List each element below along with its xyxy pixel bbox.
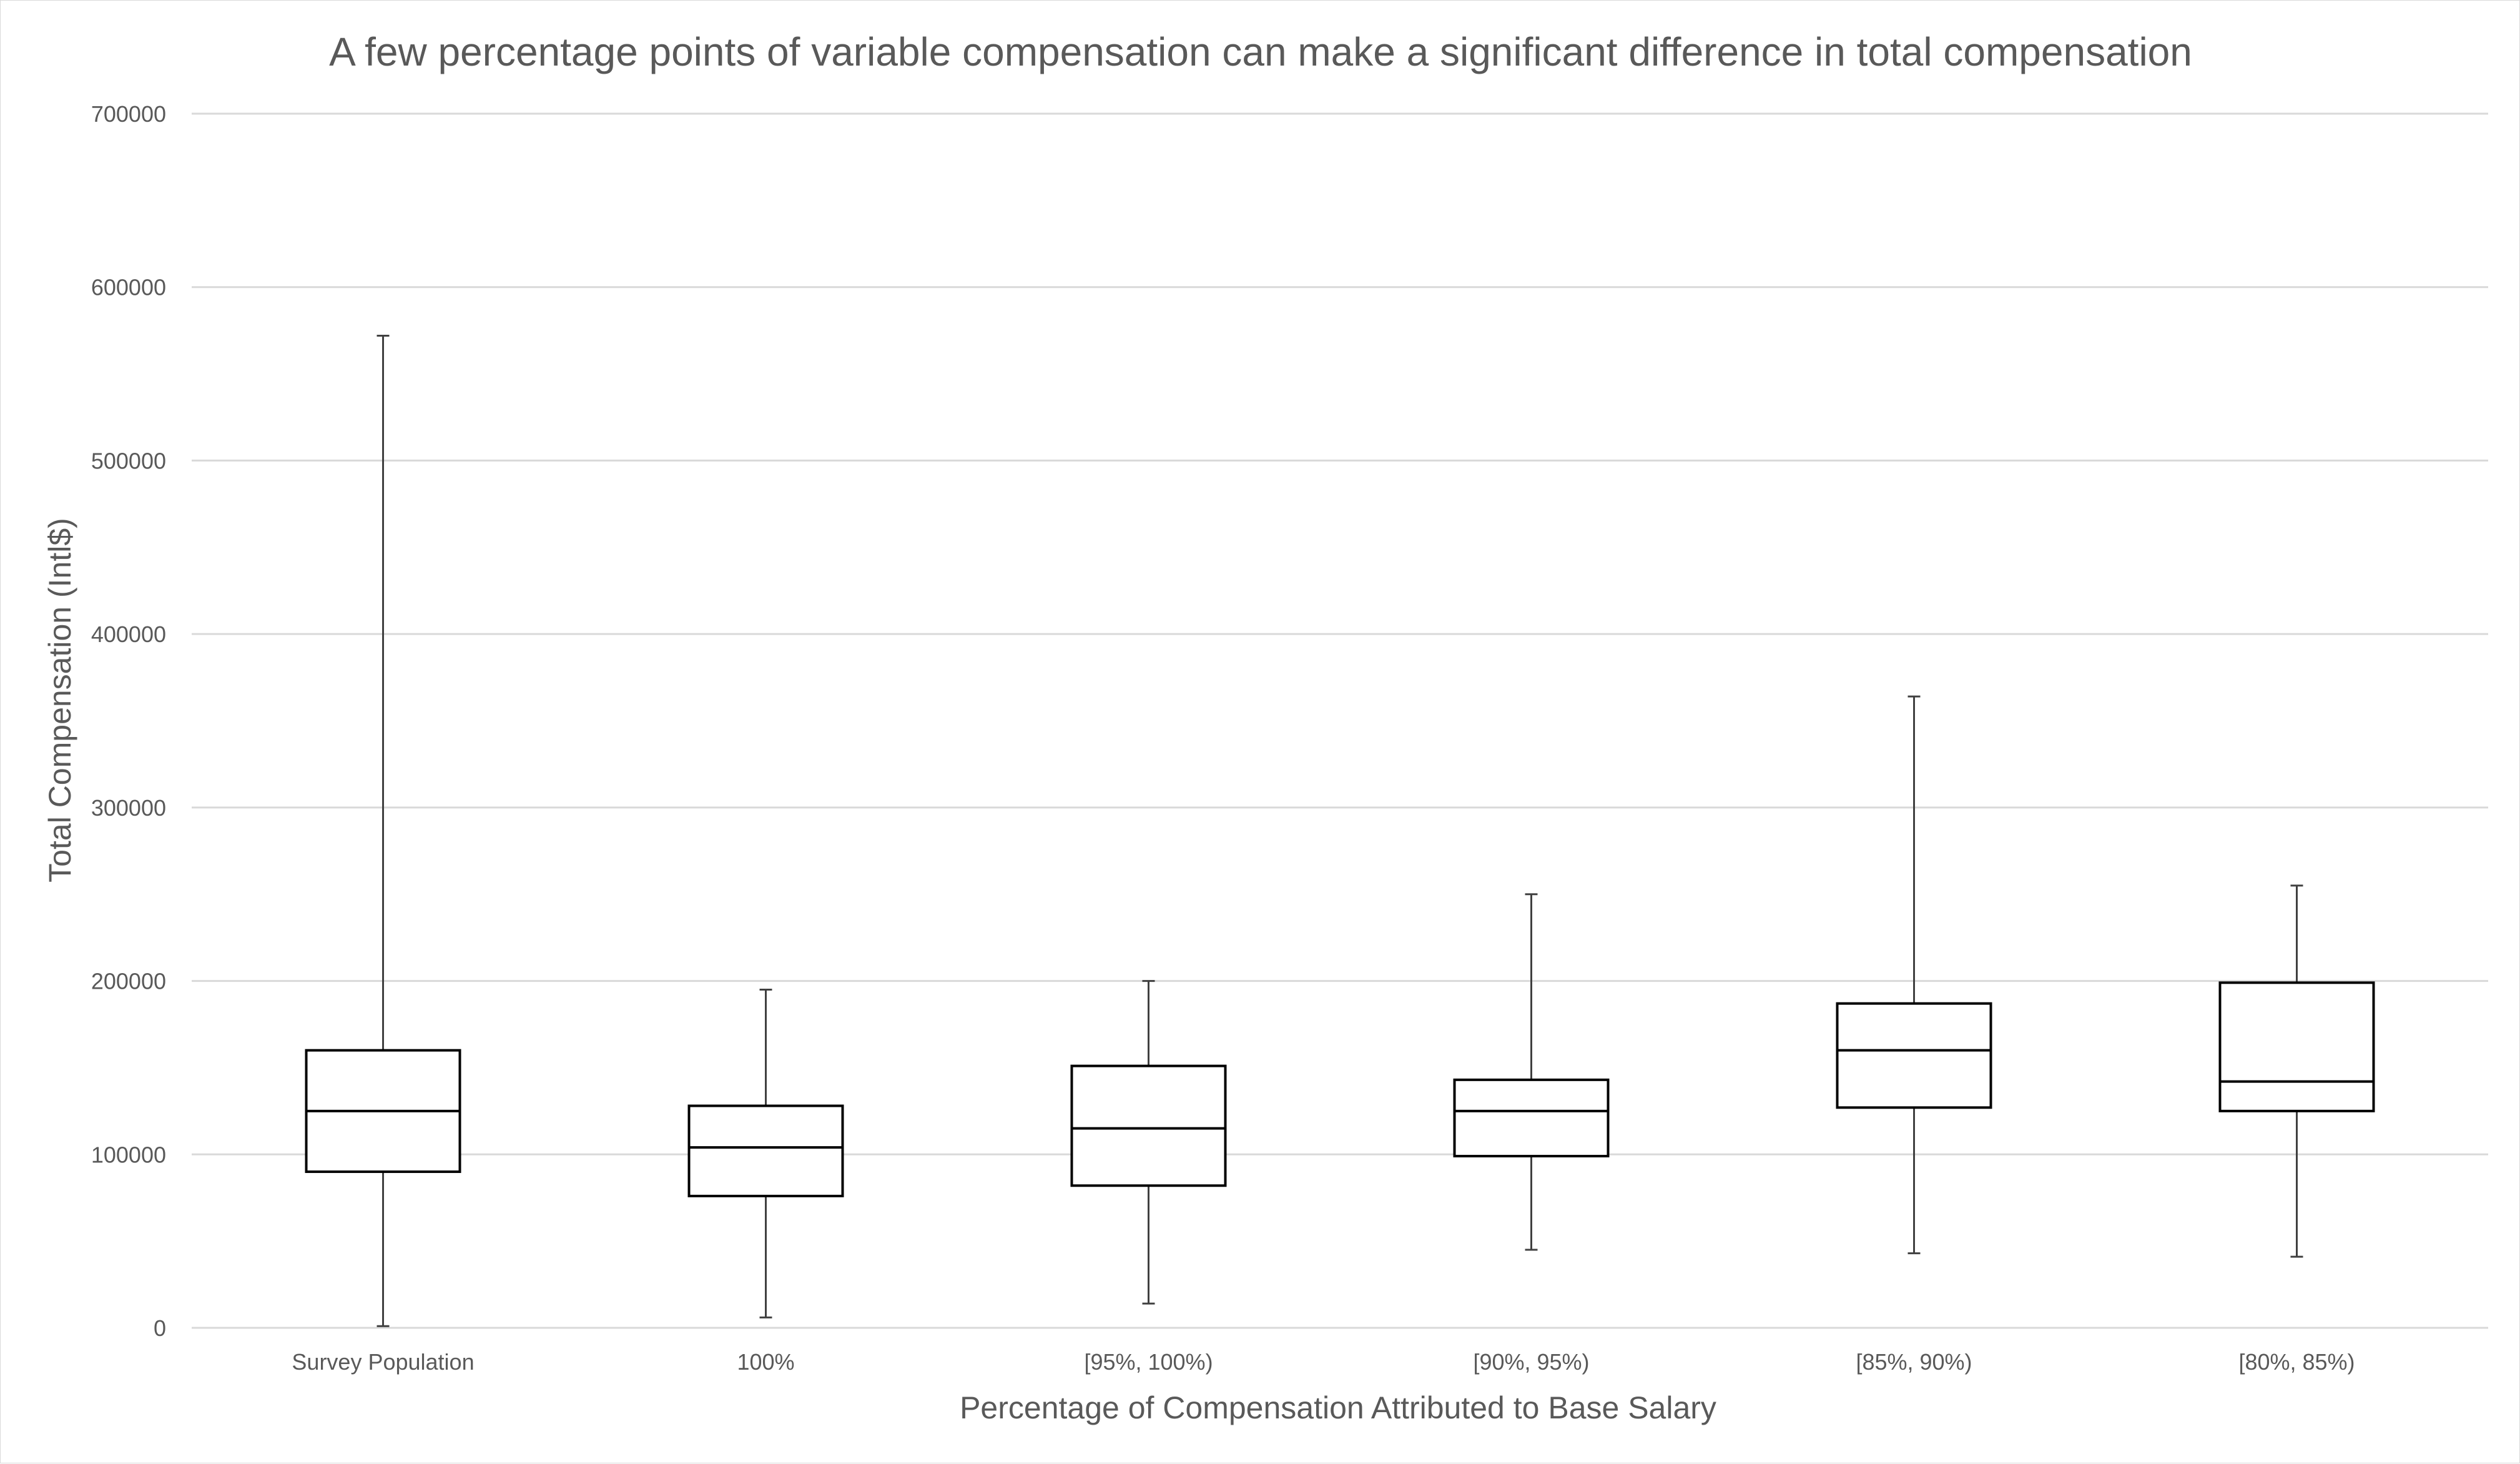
- y-axis-title: Total Compensation (Intl$): [42, 518, 77, 883]
- x-tick-label: 100%: [737, 1349, 794, 1375]
- y-tick-label: 100000: [91, 1142, 166, 1167]
- box-3: [1453, 893, 1610, 1251]
- gridlines: [192, 112, 2488, 1329]
- iqr-box: [1836, 1002, 1992, 1109]
- y-axis-tick-labels: 0 100000 200000 300000 400000 500000 600000 700…: [91, 101, 166, 1341]
- box-2: [1070, 980, 1227, 1305]
- y-tick-label: 300000: [91, 795, 166, 821]
- y-tick-label: 200000: [91, 969, 166, 994]
- chart-title: A few percentage points of variable comp…: [329, 29, 2192, 74]
- x-tick-label: [95%, 100%): [1084, 1349, 1213, 1375]
- box-0: [305, 334, 461, 1327]
- x-axis-title: Percentage of Compensation Attributed to…: [960, 1390, 1716, 1425]
- y-tick-label: 0: [154, 1315, 166, 1341]
- box-series: [305, 334, 2375, 1327]
- box-4: [1836, 695, 1992, 1255]
- y-tick-label: 400000: [91, 621, 166, 647]
- x-tick-label: [80%, 85%): [2238, 1349, 2355, 1375]
- y-tick-label: 700000: [91, 101, 166, 127]
- iqr-box: [687, 1104, 844, 1197]
- box-5: [2218, 884, 2375, 1258]
- x-axis-tick-labels: Survey Population 100% [95%, 100%) [90%, 95…: [292, 1349, 2355, 1375]
- y-tick-label: 500000: [91, 448, 166, 473]
- iqr-box: [2218, 981, 2375, 1112]
- x-tick-label: Survey Population: [292, 1349, 474, 1375]
- iqr-box: [1070, 1064, 1227, 1187]
- y-tick-label: 600000: [91, 275, 166, 300]
- box-1: [687, 988, 844, 1318]
- x-tick-label: [85%, 90%): [1856, 1349, 1972, 1375]
- x-tick-label: [90%, 95%): [1473, 1349, 1589, 1375]
- iqr-box: [1453, 1078, 1610, 1158]
